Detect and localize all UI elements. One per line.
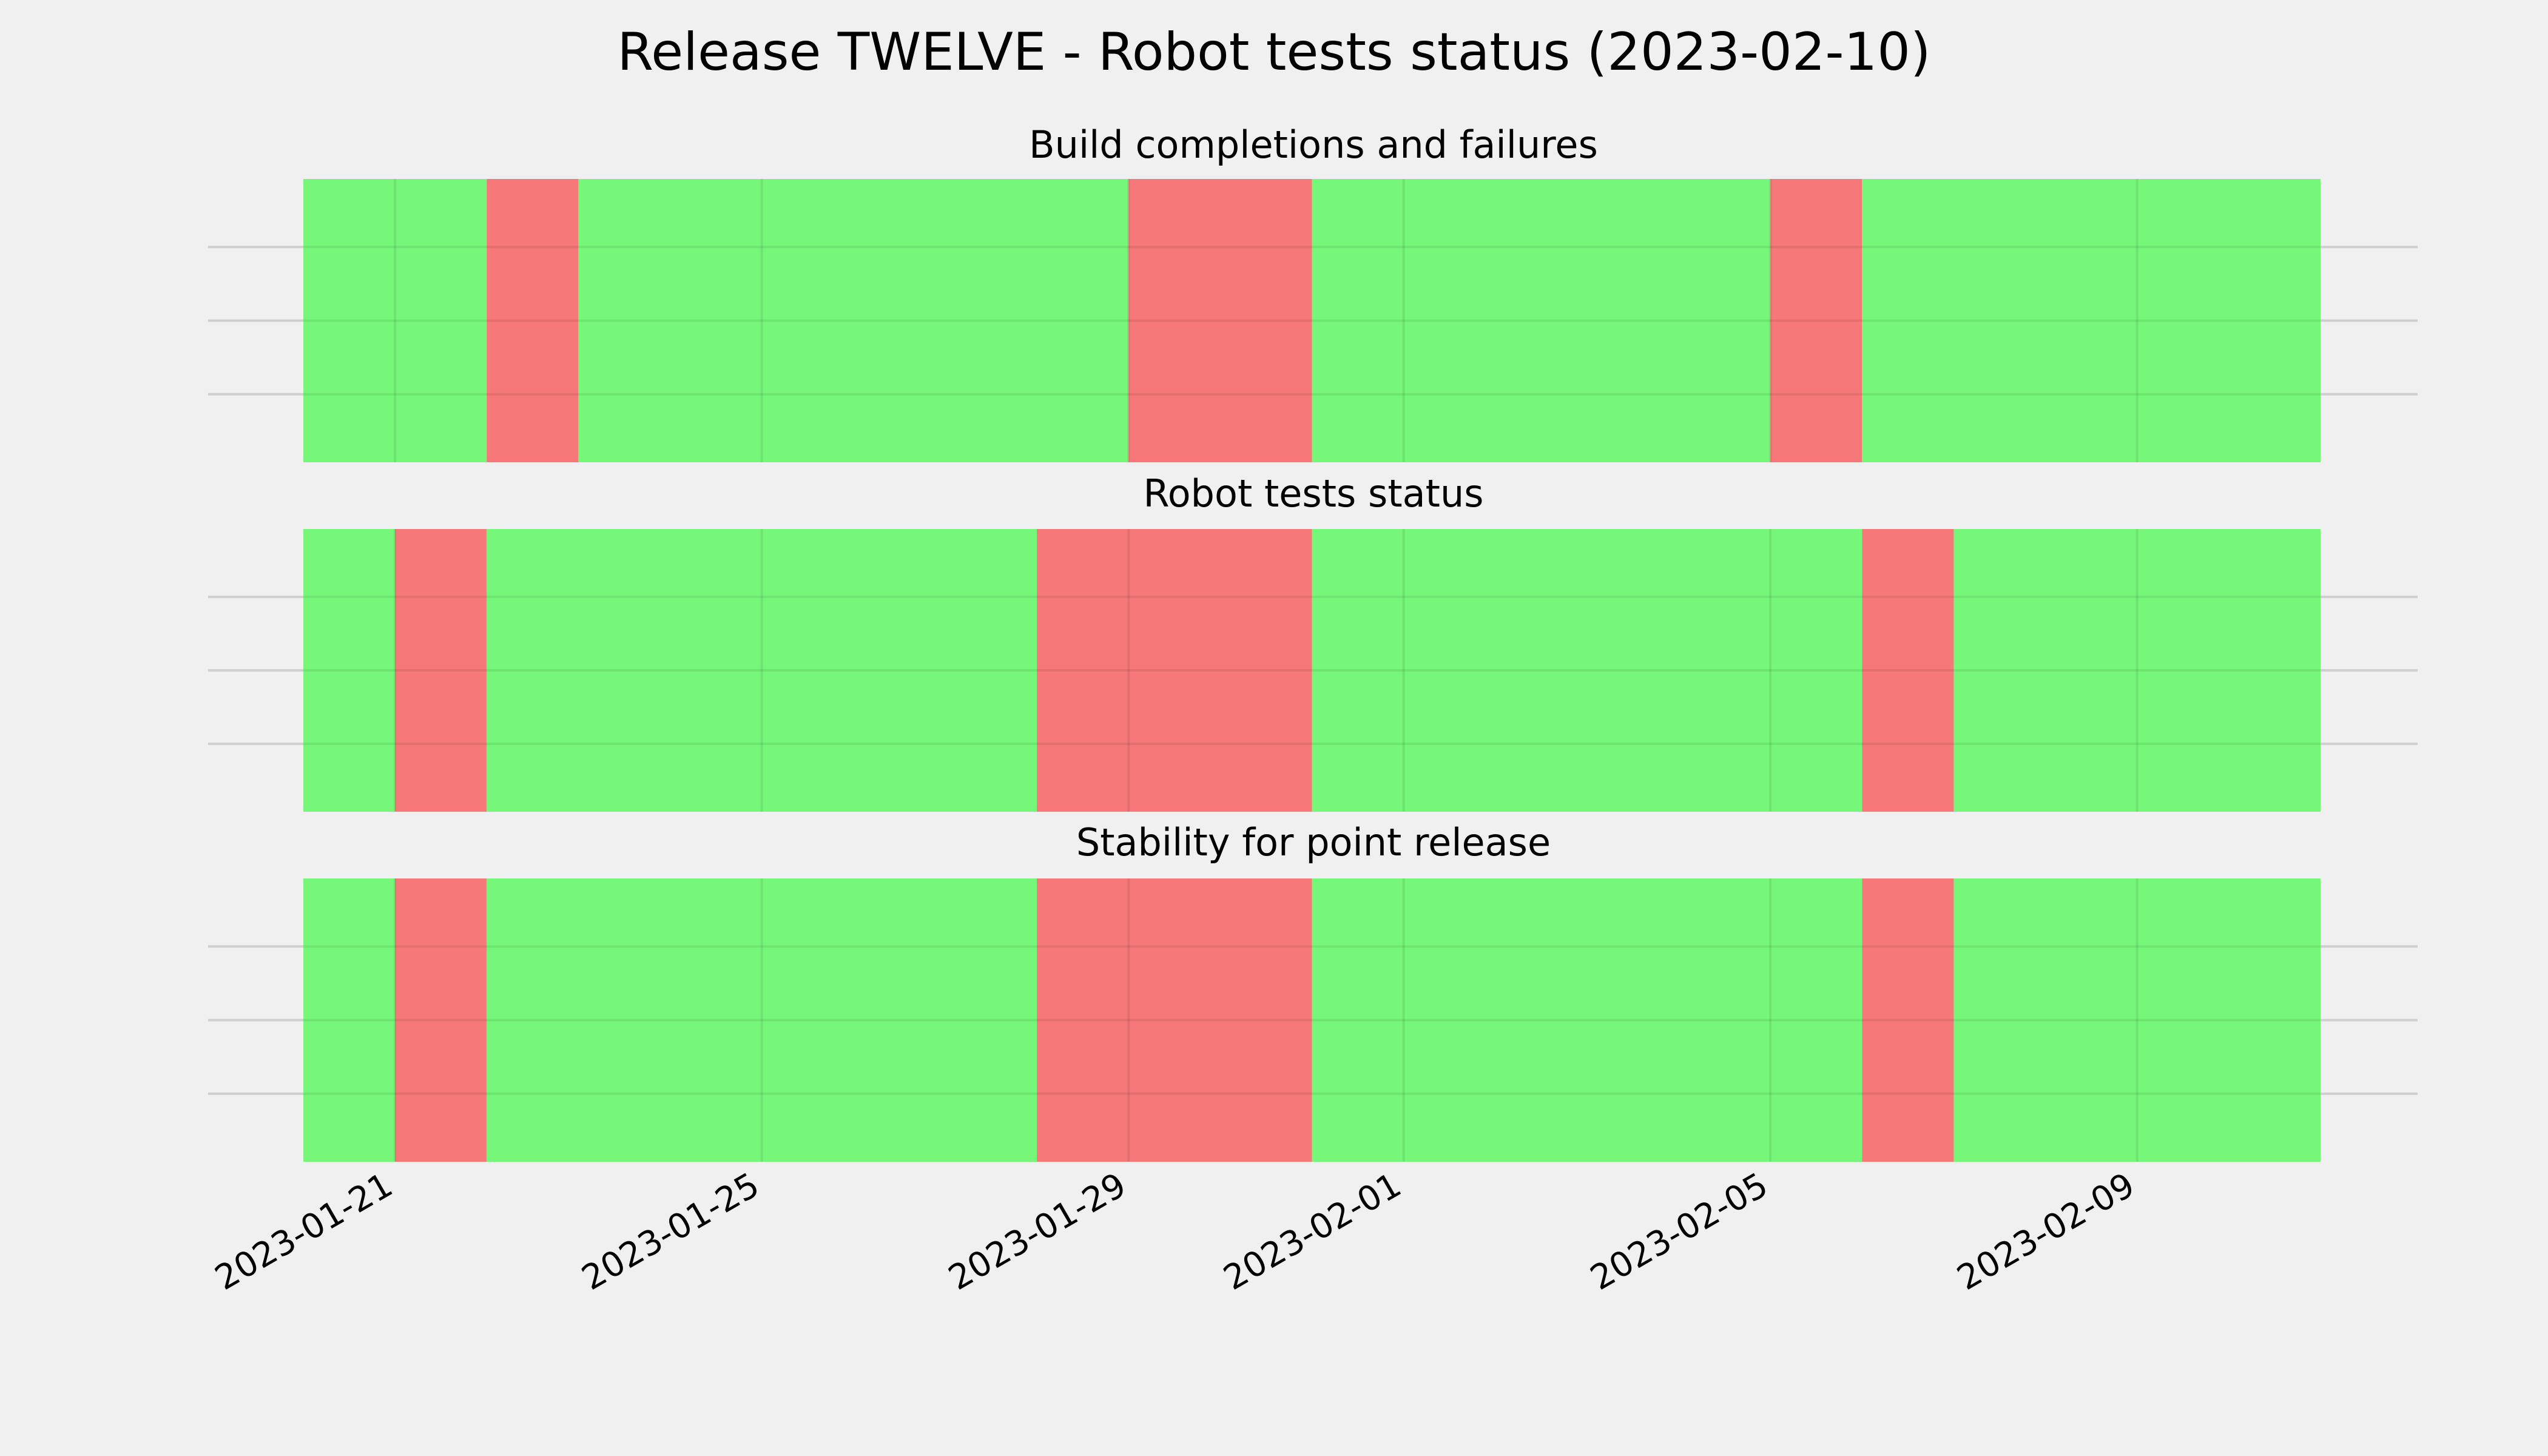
- fail-segment: [1862, 878, 1954, 1162]
- pass-segment: [1312, 878, 1862, 1162]
- fail-segment: [395, 529, 487, 812]
- fail-segment: [395, 878, 487, 1162]
- pass-segment: [1312, 179, 1771, 462]
- pass-segment: [1953, 878, 2320, 1162]
- panel-title: Robot tests status: [1143, 471, 1483, 516]
- panel-2: Robot tests status: [208, 471, 2418, 812]
- pass-segment: [1312, 529, 1862, 812]
- panel-title: Build completions and failures: [1029, 123, 1598, 167]
- panel-1: Build completions and failures: [208, 123, 2418, 462]
- fail-segment: [487, 179, 579, 462]
- fail-segment: [1770, 179, 1862, 462]
- pass-segment: [578, 179, 1129, 462]
- pass-segment: [1953, 529, 2320, 812]
- figure-title: Release TWELVE - Robot tests status (202…: [617, 22, 1930, 83]
- fail-segment: [1037, 529, 1312, 812]
- fail-segment: [1862, 529, 1954, 812]
- panel-3: Stability for point release: [208, 820, 2418, 1162]
- pass-segment: [303, 179, 487, 462]
- fail-segment: [1128, 179, 1312, 462]
- pass-segment: [1862, 179, 2320, 462]
- fail-segment: [1037, 878, 1312, 1162]
- pass-segment: [487, 878, 1037, 1162]
- chart-panels: Build completions and failures Robot test…: [208, 123, 2418, 1162]
- pass-segment: [487, 529, 1037, 812]
- pass-segment: [303, 529, 396, 812]
- pass-segment: [303, 878, 396, 1162]
- panel-title: Stability for point release: [1076, 820, 1551, 864]
